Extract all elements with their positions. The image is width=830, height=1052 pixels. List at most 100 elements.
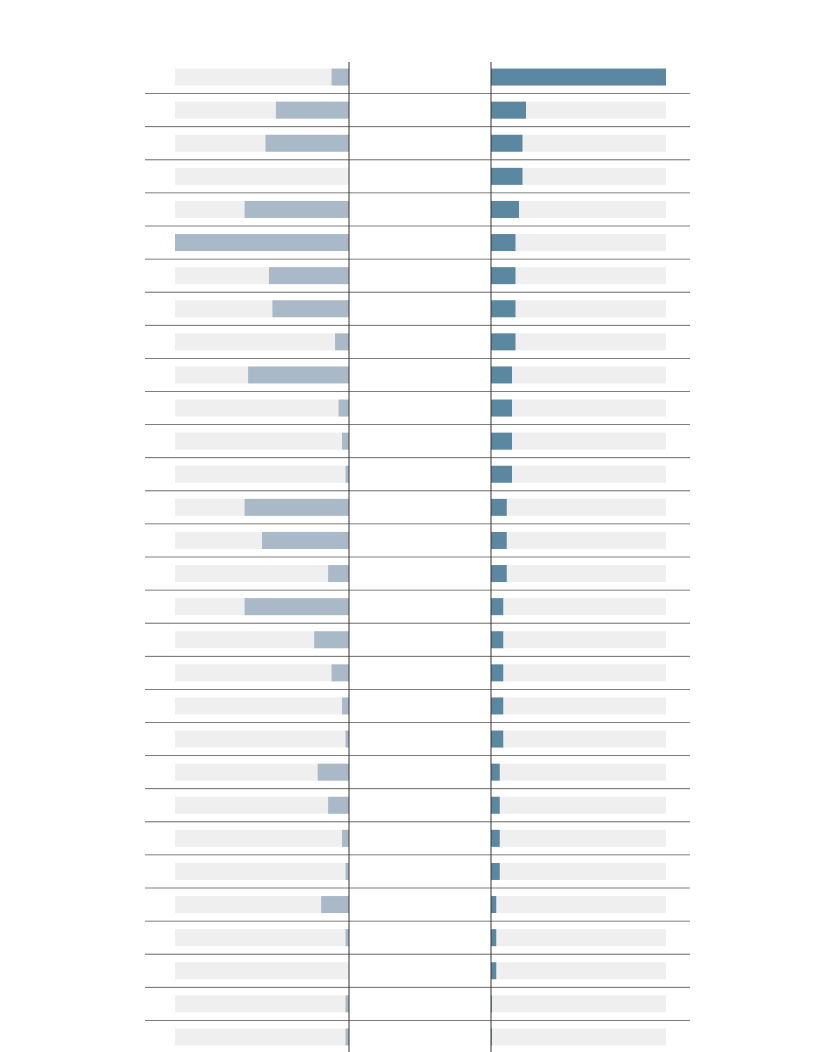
bar xyxy=(491,829,500,847)
bar-track xyxy=(491,200,666,218)
bar xyxy=(491,962,497,980)
bar-track xyxy=(491,101,666,119)
bar-track xyxy=(491,598,666,616)
bar xyxy=(244,200,349,218)
bar xyxy=(491,796,500,814)
bar-track xyxy=(491,631,666,649)
bar xyxy=(328,565,349,583)
bar-track xyxy=(175,862,349,880)
bar xyxy=(491,333,516,351)
bar xyxy=(244,498,349,516)
bar-track xyxy=(175,333,349,351)
bar-track xyxy=(491,796,666,814)
bar-track xyxy=(175,697,349,715)
bar xyxy=(491,234,516,252)
bar xyxy=(491,862,500,880)
bar xyxy=(491,896,497,914)
bar-track xyxy=(491,995,666,1013)
bar xyxy=(491,101,526,119)
bar xyxy=(491,531,507,549)
bar xyxy=(248,366,349,384)
bar-track xyxy=(175,399,349,417)
bar-track xyxy=(491,333,666,351)
bar-track xyxy=(491,697,666,715)
bar xyxy=(491,399,512,417)
bar-track xyxy=(491,432,666,450)
bar xyxy=(491,167,523,185)
bar xyxy=(317,763,349,781)
bar-track xyxy=(175,896,349,914)
bar xyxy=(275,101,349,119)
bar-track xyxy=(491,730,666,748)
bar xyxy=(244,598,349,616)
bar-track xyxy=(175,465,349,483)
bar xyxy=(491,200,519,218)
bar xyxy=(491,598,504,616)
bar-track xyxy=(491,1028,666,1046)
bar xyxy=(491,763,500,781)
bar xyxy=(328,796,349,814)
bar xyxy=(491,929,497,947)
bar xyxy=(268,267,349,285)
bar xyxy=(345,730,349,748)
bar xyxy=(491,134,523,152)
bar xyxy=(491,565,507,583)
bar xyxy=(272,300,349,318)
bar-track xyxy=(175,995,349,1013)
bar xyxy=(491,267,516,285)
bar-track xyxy=(491,862,666,880)
bar xyxy=(345,995,349,1013)
bar xyxy=(491,697,504,715)
bar-track xyxy=(175,167,349,185)
bar-track xyxy=(491,366,666,384)
bar xyxy=(491,68,666,86)
bar xyxy=(175,234,349,252)
bar-track xyxy=(175,631,349,649)
bar xyxy=(342,697,349,715)
bar-track xyxy=(175,829,349,847)
bar-track xyxy=(491,929,666,947)
bar-track xyxy=(491,134,666,152)
bar xyxy=(491,465,512,483)
bar xyxy=(335,333,349,351)
bar xyxy=(331,664,349,682)
bar-track xyxy=(491,962,666,980)
bar-track xyxy=(175,730,349,748)
bar xyxy=(491,730,504,748)
bar-track xyxy=(175,796,349,814)
bar xyxy=(491,432,512,450)
bar-track xyxy=(175,929,349,947)
bar-track xyxy=(491,300,666,318)
bar xyxy=(345,862,349,880)
bar-track xyxy=(491,763,666,781)
bar-track xyxy=(175,432,349,450)
bar xyxy=(342,432,349,450)
bar-track xyxy=(491,267,666,285)
bar-track xyxy=(491,531,666,549)
bar xyxy=(491,366,512,384)
bar xyxy=(491,498,507,516)
bar-track xyxy=(491,565,666,583)
bar-track xyxy=(175,763,349,781)
bar-track xyxy=(491,465,666,483)
bar xyxy=(491,631,504,649)
bar-track xyxy=(491,498,666,516)
bar-track xyxy=(491,167,666,185)
bar-track xyxy=(491,896,666,914)
bar-track xyxy=(175,962,349,980)
bar-track xyxy=(175,664,349,682)
bar-track xyxy=(175,565,349,583)
bar xyxy=(314,631,349,649)
bar xyxy=(342,829,349,847)
bar-track xyxy=(491,234,666,252)
bar xyxy=(321,896,349,914)
bar-track xyxy=(175,1028,349,1046)
bar xyxy=(491,664,504,682)
bar xyxy=(265,134,349,152)
bar-track xyxy=(491,399,666,417)
bar xyxy=(345,1028,349,1046)
bar-track xyxy=(491,664,666,682)
bar xyxy=(262,531,349,549)
bar xyxy=(331,68,349,86)
